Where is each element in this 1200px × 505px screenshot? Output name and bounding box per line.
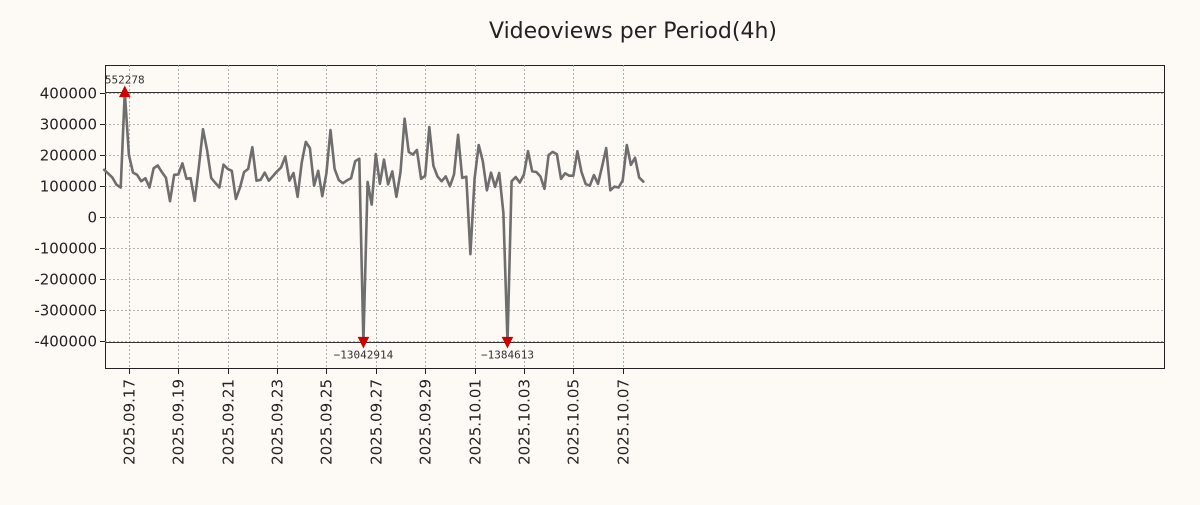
outlier-marker bbox=[501, 336, 514, 349]
x-tick-label: 2025.10.05 bbox=[565, 379, 583, 465]
series-line bbox=[102, 90, 645, 344]
y-tick-label: -200000 bbox=[34, 271, 97, 289]
outlier-label: −13042914 bbox=[334, 348, 394, 361]
y-tick-label: 0 bbox=[87, 209, 97, 227]
outlier-label: 552278 bbox=[105, 74, 145, 87]
clip-lines bbox=[105, 92, 1165, 343]
x-axis: 2025.09.17 2025.09.19 2025.09.21 2025.09.23… bbox=[121, 369, 633, 465]
y-tick-label: 200000 bbox=[40, 147, 97, 165]
x-tick-label: 2025.09.23 bbox=[269, 379, 287, 465]
y-axis: 400000 300000 200000 100000 0 -100000 -200000 -… bbox=[34, 85, 105, 351]
y-tick-label: 400000 bbox=[40, 85, 97, 103]
x-tick-label: 2025.09.25 bbox=[318, 379, 336, 465]
y-tick-label: -100000 bbox=[34, 240, 97, 258]
series-group bbox=[102, 90, 645, 344]
x-tick-label: 2025.09.29 bbox=[417, 379, 435, 465]
y-tick-label: 300000 bbox=[40, 116, 97, 134]
x-tick-label: 2025.09.21 bbox=[220, 379, 238, 465]
x-tick-label: 2025.09.19 bbox=[170, 379, 188, 465]
outlier-marker bbox=[118, 85, 131, 98]
x-tick-label: 2025.09.17 bbox=[121, 379, 139, 465]
y-tick-label: 100000 bbox=[40, 178, 97, 196]
outlier-marker bbox=[357, 336, 370, 349]
x-tick-label: 2025.09.27 bbox=[368, 379, 386, 465]
x-tick-label: 2025.10.07 bbox=[615, 379, 633, 465]
markers-group: 552278 −13042914 −1384613 bbox=[105, 74, 534, 362]
plot-frame bbox=[105, 65, 1165, 369]
outlier-label: −1384613 bbox=[481, 348, 534, 361]
y-tick-label: -400000 bbox=[34, 333, 97, 351]
chart-title: Videoviews per Period(4h) bbox=[489, 19, 777, 44]
grid bbox=[105, 65, 1165, 369]
x-tick-label: 2025.10.03 bbox=[516, 379, 534, 465]
y-tick-label: -300000 bbox=[34, 302, 97, 320]
x-tick-label: 2025.10.01 bbox=[467, 379, 485, 465]
